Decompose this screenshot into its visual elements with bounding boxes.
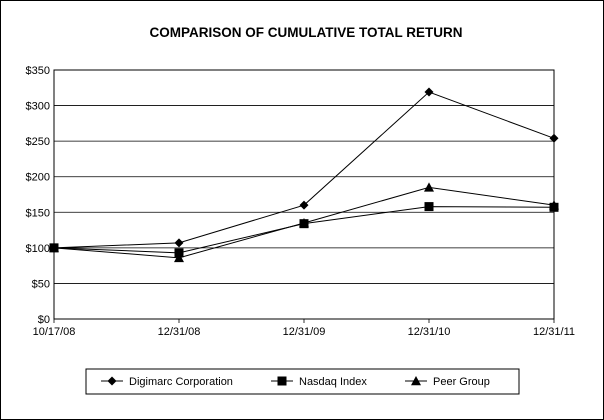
data-point-peer-group — [49, 242, 59, 253]
x-tick-label: 12/31/09 — [283, 326, 326, 338]
legend: Digimarc Corporation Nasdaq Index Peer Gro… — [85, 368, 520, 395]
y-tick-label: $50 — [32, 278, 50, 290]
series-peer-group — [49, 182, 559, 263]
x-tick-label: 10/17/08 — [33, 326, 76, 338]
legend-marker-peer-group — [411, 376, 421, 386]
data-point-digimarc-corporation — [174, 238, 184, 248]
x-tick-label: 12/31/10 — [408, 326, 451, 338]
plot-area — [53, 69, 555, 320]
y-tick-label: $350 — [26, 65, 50, 77]
data-point-peer-group — [424, 182, 434, 192]
y-tick-label: $0 — [38, 314, 50, 326]
data-point-nasdaq-index — [424, 202, 434, 212]
data-point-digimarc-corporation — [549, 133, 559, 143]
chart-title: COMPARISON OF CUMULATIVE TOTAL RETURN — [150, 25, 463, 40]
y-tick-label: $150 — [26, 207, 50, 219]
legend-label-digimarc-corporation: Digimarc Corporation — [129, 376, 233, 388]
data-point-digimarc-corporation — [424, 87, 434, 97]
data-point-digimarc-corporation — [299, 200, 309, 210]
grid-lines — [54, 105, 554, 284]
x-axis-ticks: 10/17/08 12/31/08 12/31/09 12/31/10 12/31/11 — [33, 319, 575, 338]
legend-marker-digimarc-corporation — [107, 376, 117, 386]
legend-box — [85, 368, 520, 395]
series-lines — [49, 87, 559, 263]
y-tick-label: $300 — [26, 101, 50, 113]
y-tick-label: $200 — [26, 172, 50, 184]
data-point-peer-group — [174, 252, 184, 263]
legend-label-nasdaq-index: Nasdaq Index — [299, 376, 367, 388]
x-tick-label: 12/31/11 — [533, 326, 575, 338]
legend-marker-nasdaq-index — [277, 376, 287, 386]
y-tick-label: $100 — [26, 243, 50, 255]
y-axis-ticks: $0 $50 $100 $150 $200 $250 $300 $350 — [26, 65, 50, 326]
data-point-peer-group — [549, 200, 559, 210]
legend-label-peer-group: Peer Group — [433, 376, 490, 388]
x-tick-label: 12/31/08 — [158, 326, 201, 338]
y-tick-label: $250 — [26, 136, 50, 148]
data-point-peer-group — [299, 217, 309, 228]
